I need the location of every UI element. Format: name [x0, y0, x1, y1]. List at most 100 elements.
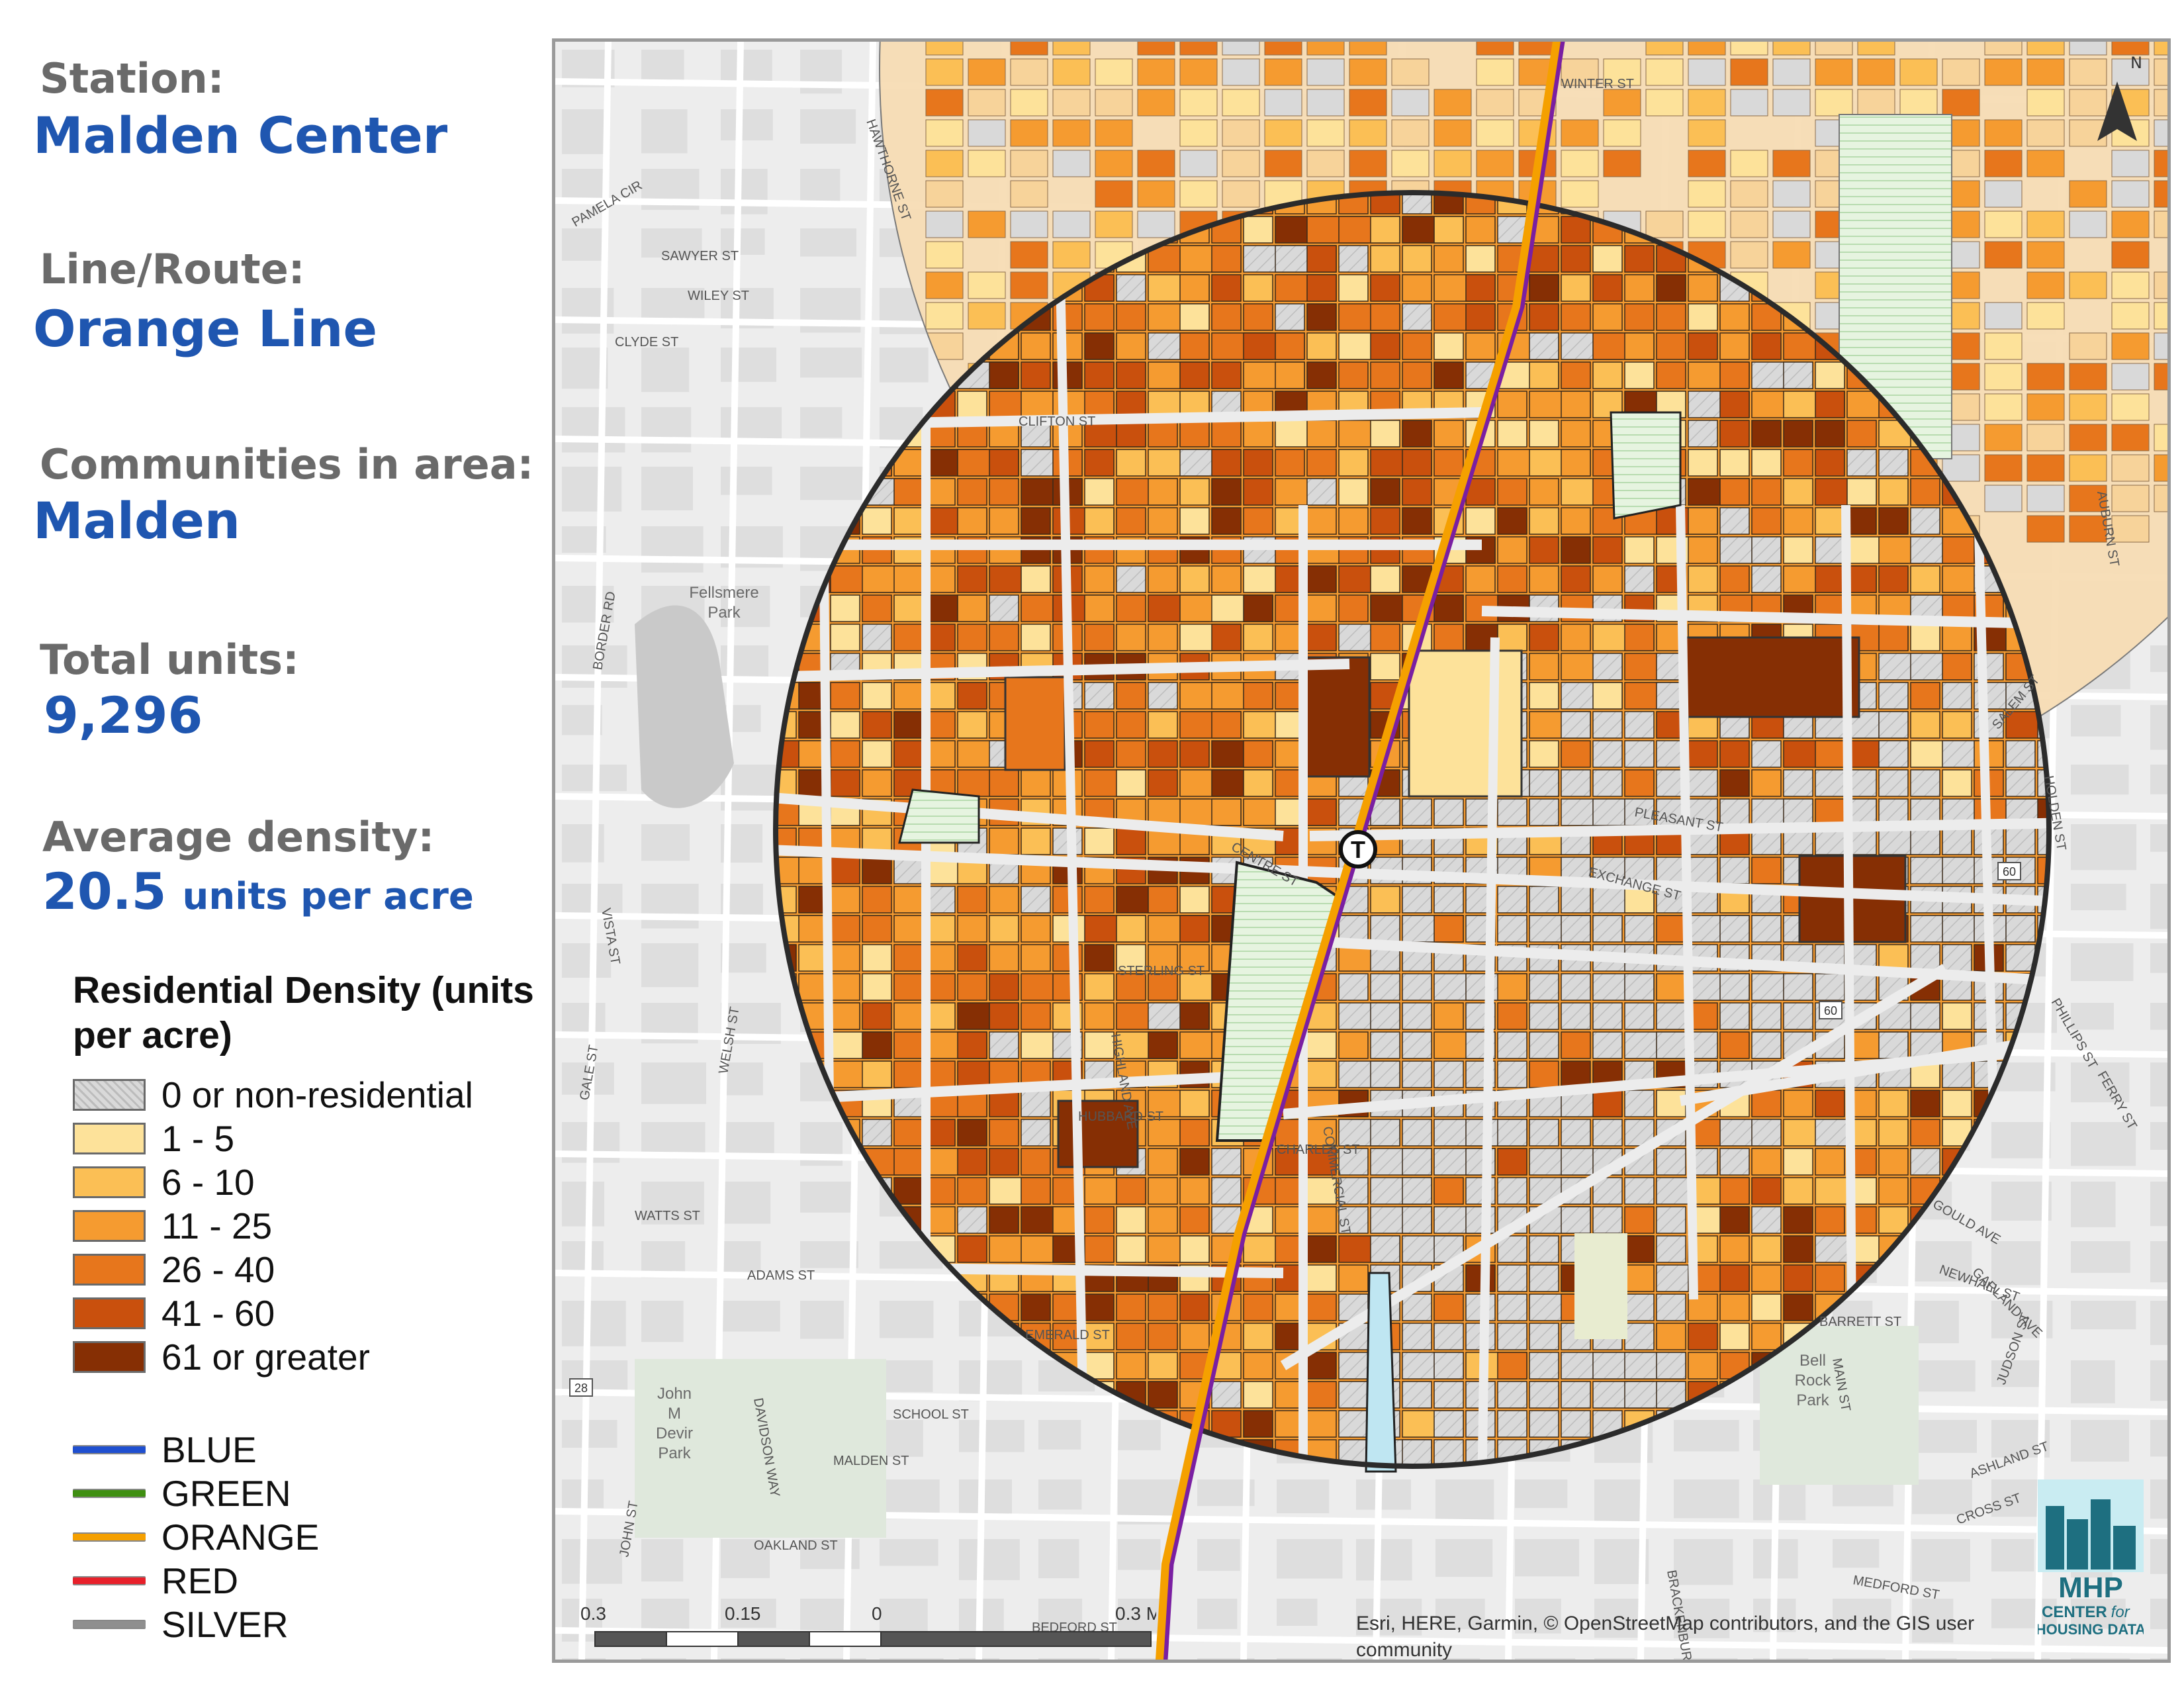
transit-legend-item: ORANGE [73, 1517, 602, 1558]
pond [635, 605, 734, 808]
street-label: ADAMS ST [747, 1268, 815, 1283]
average-density-row: 20.5 units per acre [42, 862, 474, 921]
legend-item: 11 - 25 [73, 1205, 602, 1246]
street-label: CHARLES ST [1277, 1143, 1360, 1157]
bell-rock-park-area [1760, 1326, 1919, 1485]
average-density-label: Average density: [42, 813, 435, 861]
legend-item: 41 - 60 [73, 1293, 602, 1334]
svg-text:0.3 Miles: 0.3 Miles [1115, 1604, 1156, 1624]
street-label: WINTER ST [1561, 77, 1634, 91]
svg-text:60: 60 [1824, 1004, 1837, 1017]
street-label: BARRETT ST [1819, 1315, 1901, 1329]
legend-swatch [73, 1341, 146, 1373]
legend-item: 61 or greater [73, 1336, 602, 1378]
station-label: Station: [40, 54, 224, 103]
route-shields: 60 60 28 [569, 862, 2021, 1397]
transit-legend-label: BLUE [161, 1429, 257, 1470]
svg-text:HOUSING DATA: HOUSING DATA [2038, 1621, 2144, 1638]
svg-text:0.3: 0.3 [580, 1604, 606, 1624]
transit-line-swatch [73, 1490, 146, 1497]
transit-legend-label: RED [161, 1560, 239, 1601]
park-label: M [668, 1405, 681, 1423]
transit-legend-item: SILVER [73, 1604, 602, 1645]
transit-legend-item: GREEN [73, 1473, 602, 1514]
svg-text:28: 28 [574, 1382, 588, 1395]
route-shield-icon: 28 [569, 1378, 593, 1397]
legend-swatch [73, 1166, 146, 1198]
total-units-label: Total units: [40, 635, 299, 684]
gray-lot [1574, 1233, 1627, 1339]
park-label: Park [1796, 1391, 1829, 1409]
transit-legend-label: ORANGE [161, 1517, 320, 1558]
legend-label: 1 - 5 [161, 1118, 235, 1159]
legend-item: 0 or non-residential [73, 1074, 602, 1115]
transit-line-swatch [73, 1621, 146, 1628]
street-label: SAWYER ST [661, 249, 739, 263]
legend-label: 26 - 40 [161, 1249, 275, 1290]
legend-swatch [73, 1079, 146, 1111]
legend-label: 41 - 60 [161, 1293, 275, 1334]
street-label: MALDEN ST [833, 1454, 909, 1468]
average-density-unit: units per acre [182, 875, 474, 918]
street-label: WILEY ST [688, 289, 749, 303]
mhp-logo: MHP CENTER for HOUSING DATA [2036, 1479, 2146, 1638]
legend-item: 26 - 40 [73, 1249, 602, 1290]
street-label: SCHOOL ST [893, 1407, 969, 1422]
line-route-label: Line/Route: [40, 245, 305, 293]
route-shield-icon: 60 [1997, 862, 2021, 880]
transit-legend-item: BLUE [73, 1429, 602, 1470]
svg-text:0: 0 [872, 1604, 882, 1624]
legend-swatch [73, 1297, 146, 1329]
station-buffer-outline [773, 190, 2052, 1469]
street-label: WATTS ST [635, 1209, 700, 1223]
park-label: Rock [1795, 1372, 1832, 1389]
svg-text:60: 60 [2003, 865, 2016, 878]
svg-text:N: N [2130, 54, 2142, 72]
legend-item: 1 - 5 [73, 1118, 602, 1159]
total-units-value: 9,296 [44, 686, 203, 745]
legend-label: 11 - 25 [161, 1205, 273, 1246]
legend-label: 0 or non-residential [161, 1074, 473, 1115]
svg-text:MHP: MHP [2058, 1571, 2123, 1604]
svg-text:0.15: 0.15 [725, 1604, 761, 1624]
park-label: Bell [1799, 1352, 1826, 1370]
map-panel[interactable]: T N WINTER ST HAWTHORNE ST PAMELA CIR SAWYE… [552, 38, 2171, 1663]
park-parcel [898, 788, 980, 844]
legend-swatch [73, 1254, 146, 1286]
line-route-value: Orange Line [33, 299, 378, 358]
street-label: STERLING ST [1118, 964, 1205, 978]
communities-label: Communities in area: [40, 440, 534, 489]
park-label: Park [707, 604, 741, 622]
legend-label: 6 - 10 [161, 1162, 255, 1203]
transit-line-swatch [73, 1446, 146, 1453]
legend-item: 6 - 10 [73, 1162, 602, 1203]
park-label: John [657, 1385, 692, 1403]
communities-value: Malden [33, 491, 241, 550]
street-label: EMERALD ST [1025, 1328, 1110, 1342]
route-shield-icon: 60 [1819, 1001, 1843, 1019]
transit-legend-label: GREEN [161, 1473, 291, 1514]
park-label: Devir [656, 1425, 693, 1442]
legend-swatch [73, 1210, 146, 1242]
transit-legend-item: RED [73, 1560, 602, 1601]
map-attribution: Esri, HERE, Garmin, © OpenStreetMap cont… [1356, 1613, 1975, 1661]
street-label: CLIFTON ST [1019, 414, 1095, 429]
transit-line-swatch [73, 1577, 146, 1584]
street-label: HUBBARD ST [1078, 1109, 1163, 1124]
devir-park-area [635, 1359, 886, 1538]
street-label: OAKLAND ST [754, 1538, 838, 1553]
malden-center-station-icon[interactable]: T [1339, 830, 1377, 868]
north-arrow-icon: N [2097, 54, 2142, 141]
transit-line-swatch [73, 1534, 146, 1540]
legend-title: Residential Density (units per acre) [73, 969, 534, 1056]
street-label: CLYDE ST [615, 335, 678, 350]
park-label: Fellsmere [689, 584, 758, 602]
transit-legend-label: SILVER [161, 1604, 289, 1645]
scale-bar: 0.3 0.15 0 0.3 Miles [574, 1603, 1189, 1650]
river [1365, 1272, 1397, 1473]
park-label: Park [658, 1444, 691, 1462]
svg-text:T: T [1351, 836, 1365, 863]
station-value: Malden Center [33, 106, 448, 165]
average-density-value: 20.5 [42, 862, 167, 921]
